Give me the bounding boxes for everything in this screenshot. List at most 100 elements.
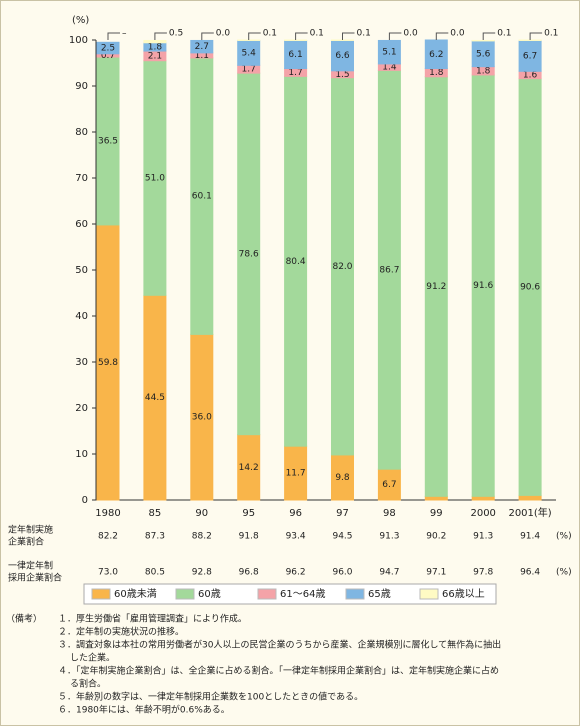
row-value: 94.5	[332, 532, 352, 542]
note-line: した企業。	[70, 652, 115, 664]
note-line: ６．1980年には、年齢不明が0.6%ある。	[58, 704, 230, 716]
x-tick-label: 2000	[470, 508, 495, 519]
y-tick-label: 50	[75, 265, 88, 276]
value-label: 78.6	[239, 249, 259, 259]
value-label: –	[122, 29, 127, 39]
y-tick-label: 0	[82, 495, 88, 506]
legend-label: 60歳未満	[114, 588, 157, 600]
y-tick-label: 100	[69, 35, 88, 46]
value-label: 1.8	[148, 42, 163, 52]
value-label: 0.0	[450, 29, 465, 39]
label-leader	[529, 32, 543, 40]
value-label: 5.4	[242, 48, 257, 58]
row-value: 88.2	[192, 532, 212, 542]
value-label: 1.5	[335, 70, 349, 80]
x-tick-label: 98	[383, 508, 396, 519]
row-value: 80.5	[145, 568, 165, 578]
legend-swatch	[419, 588, 439, 600]
row-unit: (%)	[556, 532, 572, 542]
value-label: 0.0	[403, 29, 418, 39]
row-value: 96.2	[286, 568, 306, 578]
value-label: 1.7	[242, 65, 256, 75]
value-label: 60.1	[192, 192, 212, 202]
value-label: 2.7	[195, 42, 209, 52]
x-tick-label: 2001(年)	[508, 506, 551, 519]
bar-segment	[377, 39, 401, 65]
row-value: 96.8	[239, 568, 259, 578]
label-leader	[295, 32, 308, 40]
value-label: 6.7	[523, 51, 537, 61]
legend-swatch	[175, 588, 195, 600]
legend-swatch	[91, 588, 111, 600]
value-label: 0.1	[357, 29, 371, 39]
y-axis-label: (%)	[72, 15, 89, 26]
value-label: 1.8	[429, 68, 444, 78]
note-line: １．厚生労働省「雇用管理調査」により作成。	[58, 613, 247, 625]
value-label: 0.1	[544, 29, 558, 39]
value-label: 6.2	[429, 50, 443, 60]
row-value: 97.1	[426, 568, 446, 578]
row-value: 97.8	[473, 568, 493, 578]
label-leader	[154, 32, 167, 40]
row-value: 91.4	[520, 532, 540, 542]
row-value: 93.4	[286, 532, 306, 542]
notes-heading: （備考）	[6, 613, 42, 625]
note-line: ５．年齢別の数字は、一律定年制採用企業数を100としたときの値である。	[58, 691, 363, 703]
value-label: 6.6	[335, 51, 350, 61]
note-line: ３．調査対象は本社の常用労働者が30人以上の民営企業のうちから産業、企業規模別に…	[58, 639, 501, 651]
label-leader	[342, 32, 355, 40]
value-label: 5.1	[382, 48, 396, 58]
row-value: 87.3	[145, 532, 165, 542]
row-value: 73.0	[98, 568, 118, 578]
x-tick-label: 90	[195, 508, 208, 519]
value-label: 0.1	[310, 29, 324, 39]
legend-label: 61～64歳	[280, 588, 325, 600]
note-line: ４．「定年制実施企業割合」は、全企業に占める割合。「一律定年制採用企業割合」は、…	[58, 665, 499, 677]
value-label: 36.0	[192, 413, 212, 423]
label-leader	[248, 32, 261, 40]
row-value: 94.7	[379, 568, 399, 578]
x-tick-label: 99	[430, 508, 443, 519]
value-label: 6.1	[288, 50, 302, 60]
y-tick-label: 10	[75, 449, 88, 460]
value-label: 91.6	[473, 281, 493, 291]
label-leader	[435, 32, 449, 40]
label-leader	[388, 32, 402, 40]
bar-segment	[190, 39, 214, 54]
row-label: 企業割合	[8, 536, 44, 548]
row-value: 91.8	[239, 532, 259, 542]
label-leader	[482, 32, 496, 40]
value-label: 1.8	[476, 66, 491, 76]
row-label: 一律定年制	[8, 560, 53, 572]
note-line: る割合。	[70, 678, 106, 690]
value-label: 51.0	[145, 174, 165, 184]
x-tick-label: 95	[242, 508, 255, 519]
legend-label: 60歳	[198, 588, 221, 600]
value-label: 0.1	[497, 29, 511, 39]
value-label: 90.6	[520, 283, 540, 293]
row-value: 90.2	[426, 532, 446, 542]
value-label: 1.6	[523, 70, 538, 80]
value-label: 0.0	[216, 29, 231, 39]
y-tick-label: 70	[75, 173, 88, 184]
value-label: 1.1	[195, 51, 209, 61]
row-label: 定年制実施	[8, 524, 53, 536]
value-label: 1.7	[288, 68, 302, 78]
note-line: ２．定年制の実施状況の推移。	[58, 626, 184, 638]
bar-segment	[96, 41, 120, 55]
value-label: 59.8	[98, 358, 118, 368]
value-label: 36.5	[98, 136, 118, 146]
x-tick-label: 1980	[95, 508, 120, 519]
legend-swatch	[345, 588, 365, 600]
value-label: 44.5	[145, 393, 165, 403]
row-value: 96.0	[332, 568, 352, 578]
row-value: 92.8	[192, 568, 212, 578]
value-label: 0.1	[263, 29, 277, 39]
value-label: 2.1	[148, 51, 162, 61]
x-tick-label: 97	[336, 508, 349, 519]
value-label: 5.6	[476, 49, 491, 59]
x-tick-label: 96	[289, 508, 302, 519]
row-label: 採用企業割合	[8, 572, 62, 584]
value-label: 14.2	[239, 463, 259, 473]
